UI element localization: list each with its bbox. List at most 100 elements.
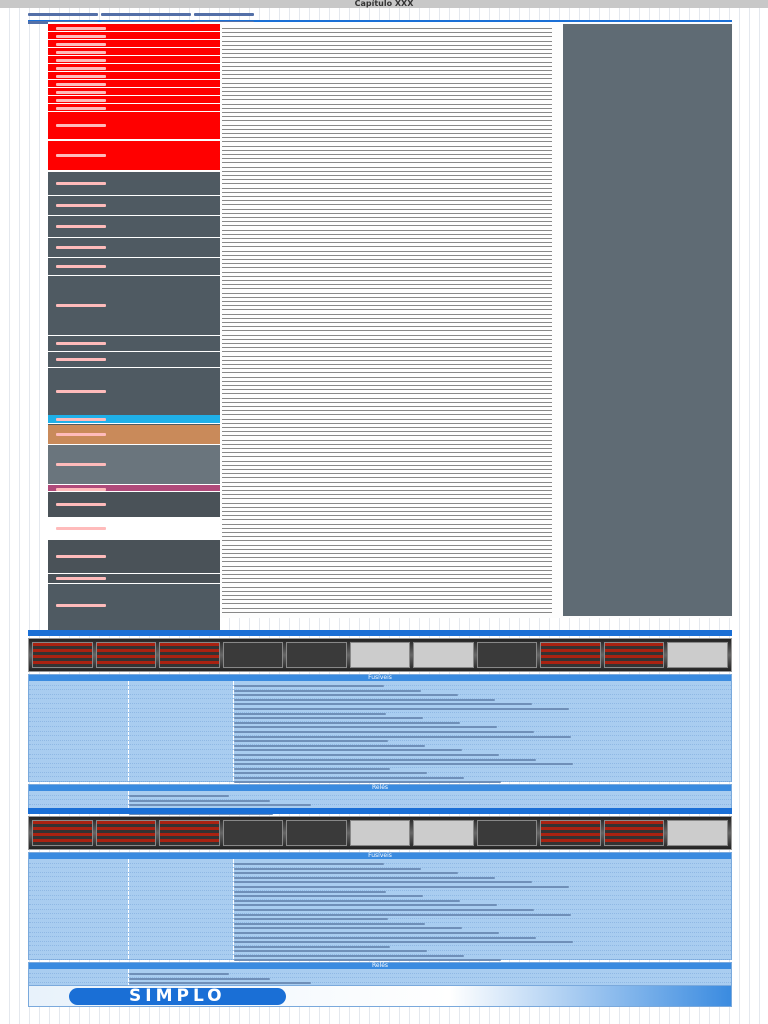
ecu-image xyxy=(28,816,732,850)
fuse-row xyxy=(29,932,731,939)
wire xyxy=(222,569,552,571)
wire xyxy=(222,179,552,181)
wire xyxy=(222,477,552,479)
component-box xyxy=(48,24,220,32)
fuse-row xyxy=(29,681,731,687)
wire xyxy=(222,183,552,185)
wire xyxy=(222,70,552,71)
wire xyxy=(222,263,552,265)
fuse-row xyxy=(29,736,731,743)
fuse-row xyxy=(29,923,731,930)
fuse-row xyxy=(29,690,731,697)
wire xyxy=(222,498,552,500)
wire xyxy=(222,427,552,428)
wire xyxy=(222,490,552,491)
wire xyxy=(222,65,552,67)
wire xyxy=(222,359,552,361)
relay-row xyxy=(29,800,731,807)
wire xyxy=(222,435,552,437)
wire xyxy=(222,334,552,336)
fuse-row xyxy=(29,699,731,706)
fuse-row xyxy=(29,703,731,710)
wire xyxy=(222,452,552,454)
component-box xyxy=(48,172,220,196)
fuse-row xyxy=(29,891,731,898)
wire xyxy=(222,401,552,403)
fuse-row xyxy=(29,909,731,916)
wire xyxy=(222,78,552,80)
wire xyxy=(222,242,552,244)
wire xyxy=(222,464,552,466)
wire xyxy=(222,91,552,92)
fuse-row xyxy=(29,863,731,870)
wire xyxy=(222,175,552,176)
wire xyxy=(222,481,552,483)
wire xyxy=(222,145,552,147)
component-box xyxy=(48,141,220,171)
wire xyxy=(222,506,552,508)
component-box xyxy=(48,216,220,238)
wire xyxy=(222,527,552,529)
wire xyxy=(222,309,552,311)
wire xyxy=(222,296,552,298)
wire xyxy=(222,120,552,122)
fuse-row xyxy=(29,868,731,875)
component-box xyxy=(48,518,220,540)
wire xyxy=(222,599,552,601)
component-box xyxy=(48,96,220,104)
fuse-row xyxy=(29,946,731,953)
wire xyxy=(222,229,552,231)
fuse-table: Fusíveis xyxy=(28,674,732,784)
fuse-row xyxy=(29,927,731,934)
wire xyxy=(222,385,552,386)
wire xyxy=(222,259,552,260)
fuse-row xyxy=(29,754,731,761)
component-box xyxy=(48,238,220,258)
fuse-row xyxy=(29,768,731,775)
wire xyxy=(222,603,552,605)
wire xyxy=(222,250,552,252)
wire xyxy=(222,170,552,172)
wire xyxy=(222,343,552,344)
ecu-image xyxy=(28,638,732,672)
wire xyxy=(222,162,552,164)
wire xyxy=(222,107,552,109)
wire xyxy=(222,439,552,441)
wire xyxy=(222,460,552,462)
fuse-table-header: Fusíveis xyxy=(29,853,731,859)
wire xyxy=(222,99,552,101)
component-box xyxy=(48,368,220,416)
wire xyxy=(222,448,552,449)
section-header xyxy=(28,630,732,636)
wire xyxy=(222,217,552,218)
wire xyxy=(222,284,552,286)
wire xyxy=(222,28,552,29)
wire xyxy=(222,112,552,113)
wire xyxy=(222,351,552,353)
component-box xyxy=(48,196,220,216)
wire xyxy=(222,212,552,214)
wire xyxy=(222,44,552,46)
wire xyxy=(222,204,552,206)
wire xyxy=(222,322,552,323)
page-title: Capítulo XXX xyxy=(0,0,768,8)
component-box xyxy=(48,485,220,492)
wire xyxy=(222,317,552,319)
section-header xyxy=(28,808,732,814)
wire xyxy=(222,397,552,399)
wire xyxy=(222,32,552,34)
relay-row xyxy=(29,969,731,975)
wire xyxy=(222,355,552,357)
component-box xyxy=(48,540,220,574)
wire xyxy=(222,485,552,487)
wire xyxy=(222,607,552,609)
relay-row xyxy=(29,791,731,797)
wire xyxy=(222,523,552,525)
wire xyxy=(222,246,552,248)
wire xyxy=(222,548,552,550)
fuse-row xyxy=(29,918,731,925)
component-box xyxy=(48,40,220,48)
wire xyxy=(222,590,552,592)
wire xyxy=(222,271,552,273)
component-box xyxy=(48,104,220,112)
